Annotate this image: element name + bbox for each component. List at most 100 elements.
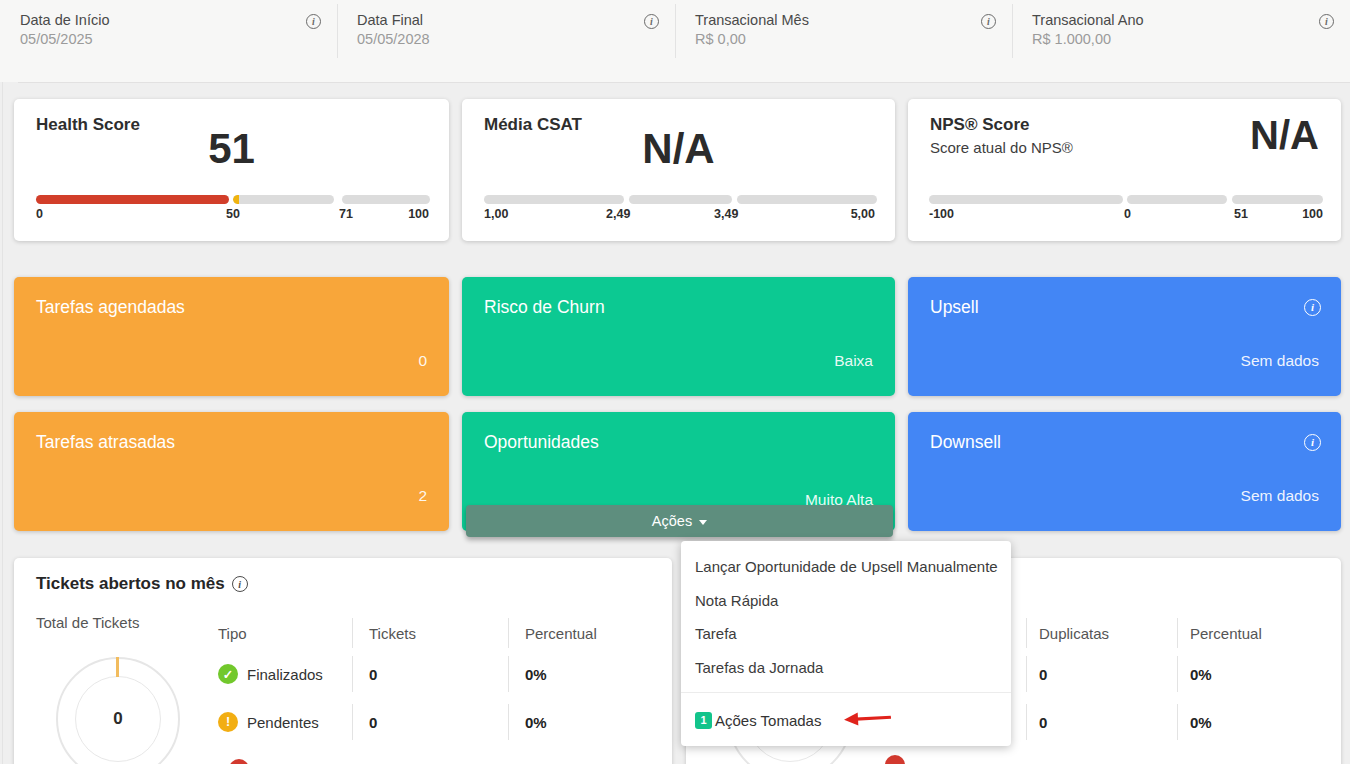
dashboard-page: Data de Início 05/05/2025 i Data Final 0…	[0, 0, 1350, 764]
tile-churn-risk[interactable]: Risco de Churn Baixa	[462, 277, 895, 396]
start-date-label: Data de Início	[20, 12, 317, 28]
page-left-edge	[2, 0, 3, 764]
info-icon[interactable]: i	[981, 14, 996, 29]
col-percentual: Percentual	[508, 618, 658, 648]
tile-scheduled-tasks[interactable]: Tarefas agendadas 0	[14, 277, 449, 396]
info-icon[interactable]: i	[232, 576, 248, 592]
col-tickets: Tickets	[352, 618, 508, 648]
table-row: 0 0%	[1026, 656, 1327, 692]
tickets-panel-title-text: Tickets abertos no mês	[36, 574, 225, 594]
error-circle-icon	[229, 759, 249, 764]
topbar-transactional-month: Transacional Mês R$ 0,00 i	[675, 0, 1012, 62]
health-bar-segment-2	[233, 195, 334, 204]
nps-tick: 100	[1302, 207, 1323, 221]
csat-tick: 5,00	[851, 207, 875, 221]
check-circle-icon: ✓	[218, 664, 238, 684]
nps-bar-segment-2	[1127, 195, 1227, 204]
health-score-value: 51	[14, 125, 449, 173]
row-percent-value: 0%	[1177, 656, 1327, 692]
table-row: ✓ Finalizados 0 0%	[218, 656, 658, 692]
end-date-label: Data Final	[357, 12, 655, 28]
transactional-year-label: Transacional Ano	[1032, 12, 1330, 28]
nps-tick: -100	[929, 207, 954, 221]
info-icon[interactable]: i	[1319, 14, 1334, 29]
col-percentual: Percentual	[1177, 618, 1327, 648]
tile-overdue-tasks[interactable]: Tarefas atrasadas 2	[14, 412, 449, 531]
tile-title: Downsell	[930, 432, 1001, 453]
error-circle-icon	[885, 755, 905, 764]
right-table: Duplicatas Percentual 0 0% 0 0%	[1026, 618, 1327, 752]
actions-button[interactable]: Ações	[466, 505, 893, 537]
tile-value: 2	[418, 487, 427, 505]
chevron-down-icon	[699, 520, 707, 525]
csat-bar-segment-2	[629, 195, 732, 204]
warning-circle-icon: !	[218, 712, 238, 732]
tickets-donut-value: 0	[56, 657, 180, 764]
tile-title: Tarefas agendadas	[36, 297, 185, 318]
row-label: Finalizados	[247, 666, 323, 683]
health-tick: 100	[408, 207, 429, 221]
nps-bar-segment-3	[1232, 195, 1323, 204]
nps-title: NPS® Score	[930, 115, 1029, 135]
health-bar-marker	[233, 195, 239, 204]
actions-dropdown-menu: Lançar Oportunidade de Upsell Manualment…	[681, 541, 1011, 746]
csat-card: Média CSAT N/A 1,00 2,49 3,49 5,00	[462, 99, 895, 241]
csat-tick: 2,49	[606, 207, 630, 221]
actions-button-label: Ações	[652, 513, 692, 529]
menu-item-quick-note[interactable]: Nota Rápida	[681, 584, 1011, 618]
tile-upsell[interactable]: Upsell i Sem dados	[908, 277, 1341, 396]
csat-bar-segment-3	[737, 195, 877, 204]
health-bar-segment-3	[342, 195, 430, 204]
topbar-end-date: Data Final 05/05/2028 i	[337, 0, 675, 62]
nps-bar-segment-1	[929, 195, 1123, 204]
actions-taken-label: Ações Tomadas	[715, 712, 821, 729]
nps-subtitle: Score atual do NPS®	[930, 139, 1073, 156]
row-duplicatas-value: 0	[1026, 656, 1177, 692]
tickets-panel: Tickets abertos no mês i Total de Ticket…	[14, 558, 672, 764]
menu-item-task[interactable]: Tarefa	[681, 617, 1011, 651]
total-tickets-label: Total de Tickets	[36, 614, 139, 631]
start-date-value: 05/05/2025	[20, 31, 317, 47]
info-icon[interactable]: i	[1304, 432, 1321, 451]
nps-tick: 51	[1234, 207, 1248, 221]
topbar-rule	[18, 82, 1350, 83]
topbar-divider	[1012, 4, 1013, 58]
row-duplicatas-value: 0	[1026, 704, 1177, 740]
actions-taken-count-badge: 1	[695, 712, 712, 729]
tile-value: Baixa	[834, 352, 873, 370]
csat-tick: 1,00	[484, 207, 508, 221]
col-tipo: Tipo	[218, 618, 352, 648]
csat-tick: 3,49	[714, 207, 738, 221]
tickets-table: Tipo Tickets Percentual ✓ Finalizados 0 …	[218, 618, 658, 752]
tile-title: Oportunidades	[484, 432, 599, 453]
topbar-start-date: Data de Início 05/05/2025 i	[0, 0, 337, 62]
health-score-card: Health Score 51 0 50 71 100	[14, 99, 449, 241]
menu-item-launch-upsell[interactable]: Lançar Oportunidade de Upsell Manualment…	[681, 550, 1011, 584]
transactional-month-label: Transacional Mês	[695, 12, 992, 28]
info-icon[interactable]: i	[644, 14, 659, 29]
csat-value: N/A	[462, 125, 895, 173]
nps-tick: 0	[1124, 207, 1131, 221]
row-percent-value: 0%	[1177, 704, 1327, 740]
row-label: Pendentes	[247, 714, 319, 731]
tile-downsell[interactable]: Downsell i Sem dados	[908, 412, 1341, 531]
topbar-divider	[337, 4, 338, 58]
actions-dropdown-list: Lançar Oportunidade de Upsell Manualment…	[681, 541, 1011, 684]
tile-value: Sem dados	[1241, 352, 1319, 370]
menu-item-journey-tasks[interactable]: Tarefas da Jornada	[681, 651, 1011, 685]
row-percent-value: 0%	[508, 656, 658, 692]
col-duplicatas: Duplicatas	[1026, 618, 1177, 648]
info-icon[interactable]: i	[1304, 297, 1321, 316]
topbar-divider	[675, 4, 676, 58]
topbar-transactional-year: Transacional Ano R$ 1.000,00 i	[1012, 0, 1350, 62]
table-row: ! Pendentes 0 0%	[218, 704, 658, 740]
health-tick: 71	[339, 207, 353, 221]
health-tick: 50	[226, 207, 240, 221]
table-row: 0 0%	[1026, 704, 1327, 740]
row-tickets-value: 0	[352, 656, 508, 692]
info-icon[interactable]: i	[306, 14, 321, 29]
transactional-month-value: R$ 0,00	[695, 31, 992, 47]
tickets-table-header: Tipo Tickets Percentual	[218, 618, 658, 648]
transactional-year-value: R$ 1.000,00	[1032, 31, 1330, 47]
row-percent-value: 0%	[508, 704, 658, 740]
